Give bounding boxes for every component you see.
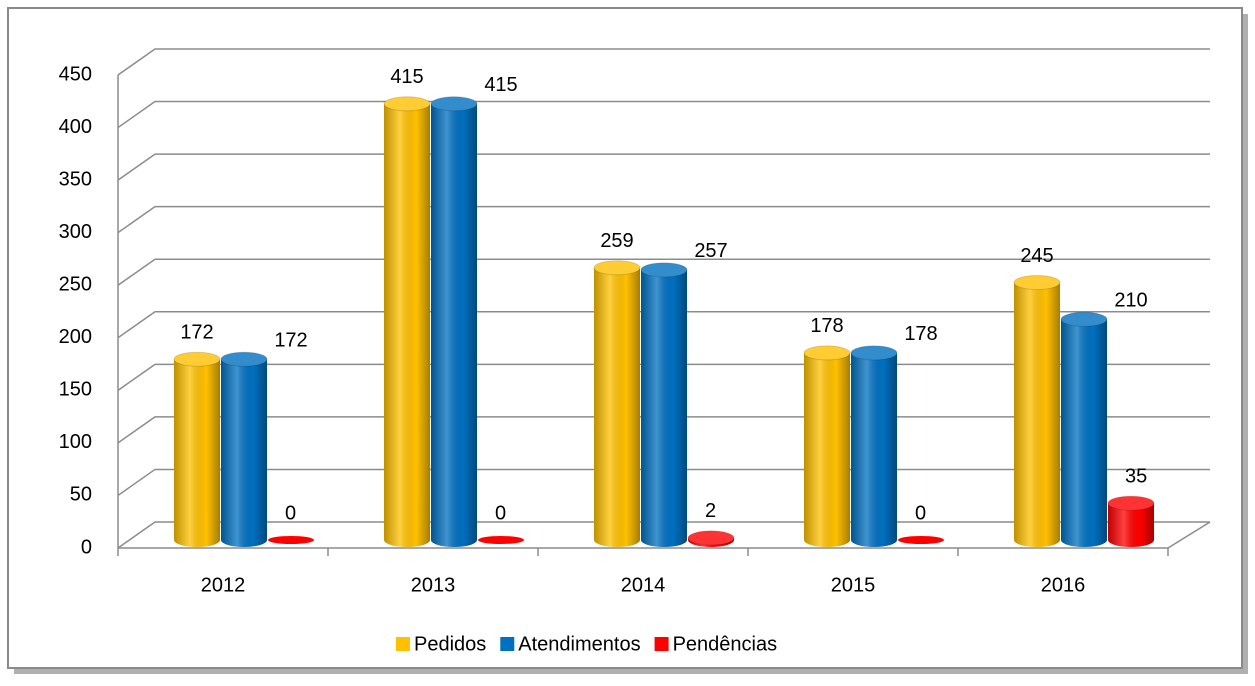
x-tick-label: 2012 bbox=[201, 574, 246, 596]
bar-top-light bbox=[804, 345, 850, 360]
bar-top bbox=[478, 536, 524, 544]
data-label: 172 bbox=[180, 321, 213, 343]
legend-label: Atendimentos bbox=[518, 633, 640, 655]
bar bbox=[1107, 495, 1155, 547]
y-tick-label: 0 bbox=[81, 536, 92, 558]
bar bbox=[173, 351, 221, 547]
grid-line bbox=[117, 258, 1210, 286]
y-tick-label: 150 bbox=[59, 379, 92, 401]
data-label: 178 bbox=[810, 315, 843, 337]
y-tick-label: 200 bbox=[59, 326, 92, 348]
bar-top-light bbox=[221, 352, 267, 367]
bar-top bbox=[640, 262, 688, 278]
legend-swatch bbox=[396, 637, 410, 651]
y-tick-label: 100 bbox=[59, 431, 92, 453]
data-label: 415 bbox=[484, 74, 517, 96]
bar-shade bbox=[1061, 319, 1107, 547]
legend-label: Pedidos bbox=[414, 633, 486, 655]
data-label: 0 bbox=[495, 502, 506, 524]
bar-top-light bbox=[594, 260, 640, 275]
bar bbox=[478, 536, 524, 544]
grid-line bbox=[117, 48, 1210, 76]
bar-top-light bbox=[174, 352, 220, 367]
data-label: 245 bbox=[1020, 245, 1053, 267]
bar bbox=[1060, 311, 1108, 547]
bar-shade bbox=[804, 352, 850, 547]
bar-top-light bbox=[641, 262, 687, 277]
legend-swatch bbox=[500, 637, 515, 651]
data-label: 259 bbox=[600, 230, 633, 252]
bar bbox=[687, 530, 735, 547]
bar-top bbox=[173, 351, 221, 367]
data-label: 210 bbox=[1114, 290, 1147, 312]
y-tick-label: 350 bbox=[59, 168, 92, 190]
bar-shade bbox=[1108, 503, 1154, 547]
bar-top-light bbox=[688, 530, 734, 545]
grid-line bbox=[117, 311, 1210, 339]
data-label: 0 bbox=[285, 502, 296, 524]
legend-label: Pendências bbox=[673, 633, 778, 655]
bar-top bbox=[898, 536, 944, 544]
data-label: 415 bbox=[390, 66, 423, 88]
bar-top bbox=[268, 536, 314, 544]
bar-top bbox=[593, 260, 641, 276]
bar-top bbox=[383, 96, 431, 112]
bar-top-light bbox=[431, 96, 477, 111]
grid-line bbox=[117, 153, 1210, 181]
bar-shade bbox=[851, 352, 897, 547]
bar-shade bbox=[641, 269, 687, 547]
bar-shade bbox=[174, 359, 220, 547]
bar bbox=[640, 262, 688, 547]
data-label: 178 bbox=[904, 323, 937, 345]
bar bbox=[593, 260, 641, 547]
bar-top bbox=[1060, 311, 1108, 327]
y-tick-label: 450 bbox=[59, 63, 92, 85]
bar bbox=[430, 96, 478, 548]
grid-line bbox=[117, 205, 1210, 234]
legend-swatch bbox=[654, 637, 669, 651]
bar-top-light bbox=[1014, 275, 1060, 290]
data-label: 257 bbox=[694, 240, 727, 262]
bar-shade bbox=[431, 103, 477, 548]
y-tick-label: 400 bbox=[59, 116, 92, 138]
bar-top-light bbox=[851, 345, 897, 360]
y-tick-label: 50 bbox=[70, 484, 92, 506]
x-tick-label: 2013 bbox=[411, 574, 456, 596]
bar bbox=[383, 96, 431, 548]
bar-top bbox=[803, 345, 851, 361]
data-label: 172 bbox=[274, 329, 307, 351]
bar-top bbox=[1013, 274, 1061, 290]
bar-shade bbox=[594, 267, 640, 547]
bar-top-light bbox=[1108, 496, 1154, 511]
bar-shade bbox=[221, 359, 267, 547]
x-tick-label: 2016 bbox=[1041, 574, 1086, 596]
bar bbox=[220, 351, 268, 547]
bar-top bbox=[1107, 495, 1155, 511]
bar-top bbox=[687, 530, 735, 546]
bar bbox=[1013, 274, 1061, 547]
bar-top-light bbox=[384, 96, 430, 111]
data-label: 35 bbox=[1125, 465, 1147, 487]
bar-top bbox=[220, 351, 268, 367]
x-tick-label: 2015 bbox=[831, 574, 876, 596]
y-tick-label: 300 bbox=[59, 221, 92, 243]
data-label: 0 bbox=[915, 502, 926, 524]
bar bbox=[898, 536, 944, 544]
y-tick-label: 250 bbox=[59, 274, 92, 296]
bar-top bbox=[850, 345, 898, 361]
bar bbox=[268, 536, 314, 544]
bar bbox=[850, 345, 898, 547]
grid-line bbox=[117, 100, 1210, 129]
x-tick-label: 2014 bbox=[621, 574, 666, 596]
bar-shade bbox=[384, 103, 430, 548]
bar-top bbox=[430, 96, 478, 112]
bar-shade bbox=[1014, 282, 1060, 547]
data-label: 2 bbox=[705, 500, 716, 522]
bar-top-light bbox=[1061, 312, 1107, 327]
bar bbox=[803, 345, 851, 547]
